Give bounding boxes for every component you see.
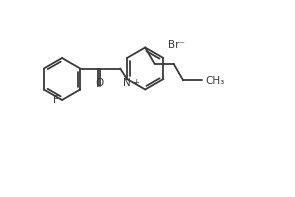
Text: +: + <box>132 77 139 86</box>
Text: Br⁻: Br⁻ <box>168 40 185 50</box>
Text: CH₃: CH₃ <box>205 76 224 86</box>
Text: N: N <box>123 78 131 88</box>
Text: F: F <box>53 95 59 105</box>
Text: O: O <box>95 77 103 87</box>
